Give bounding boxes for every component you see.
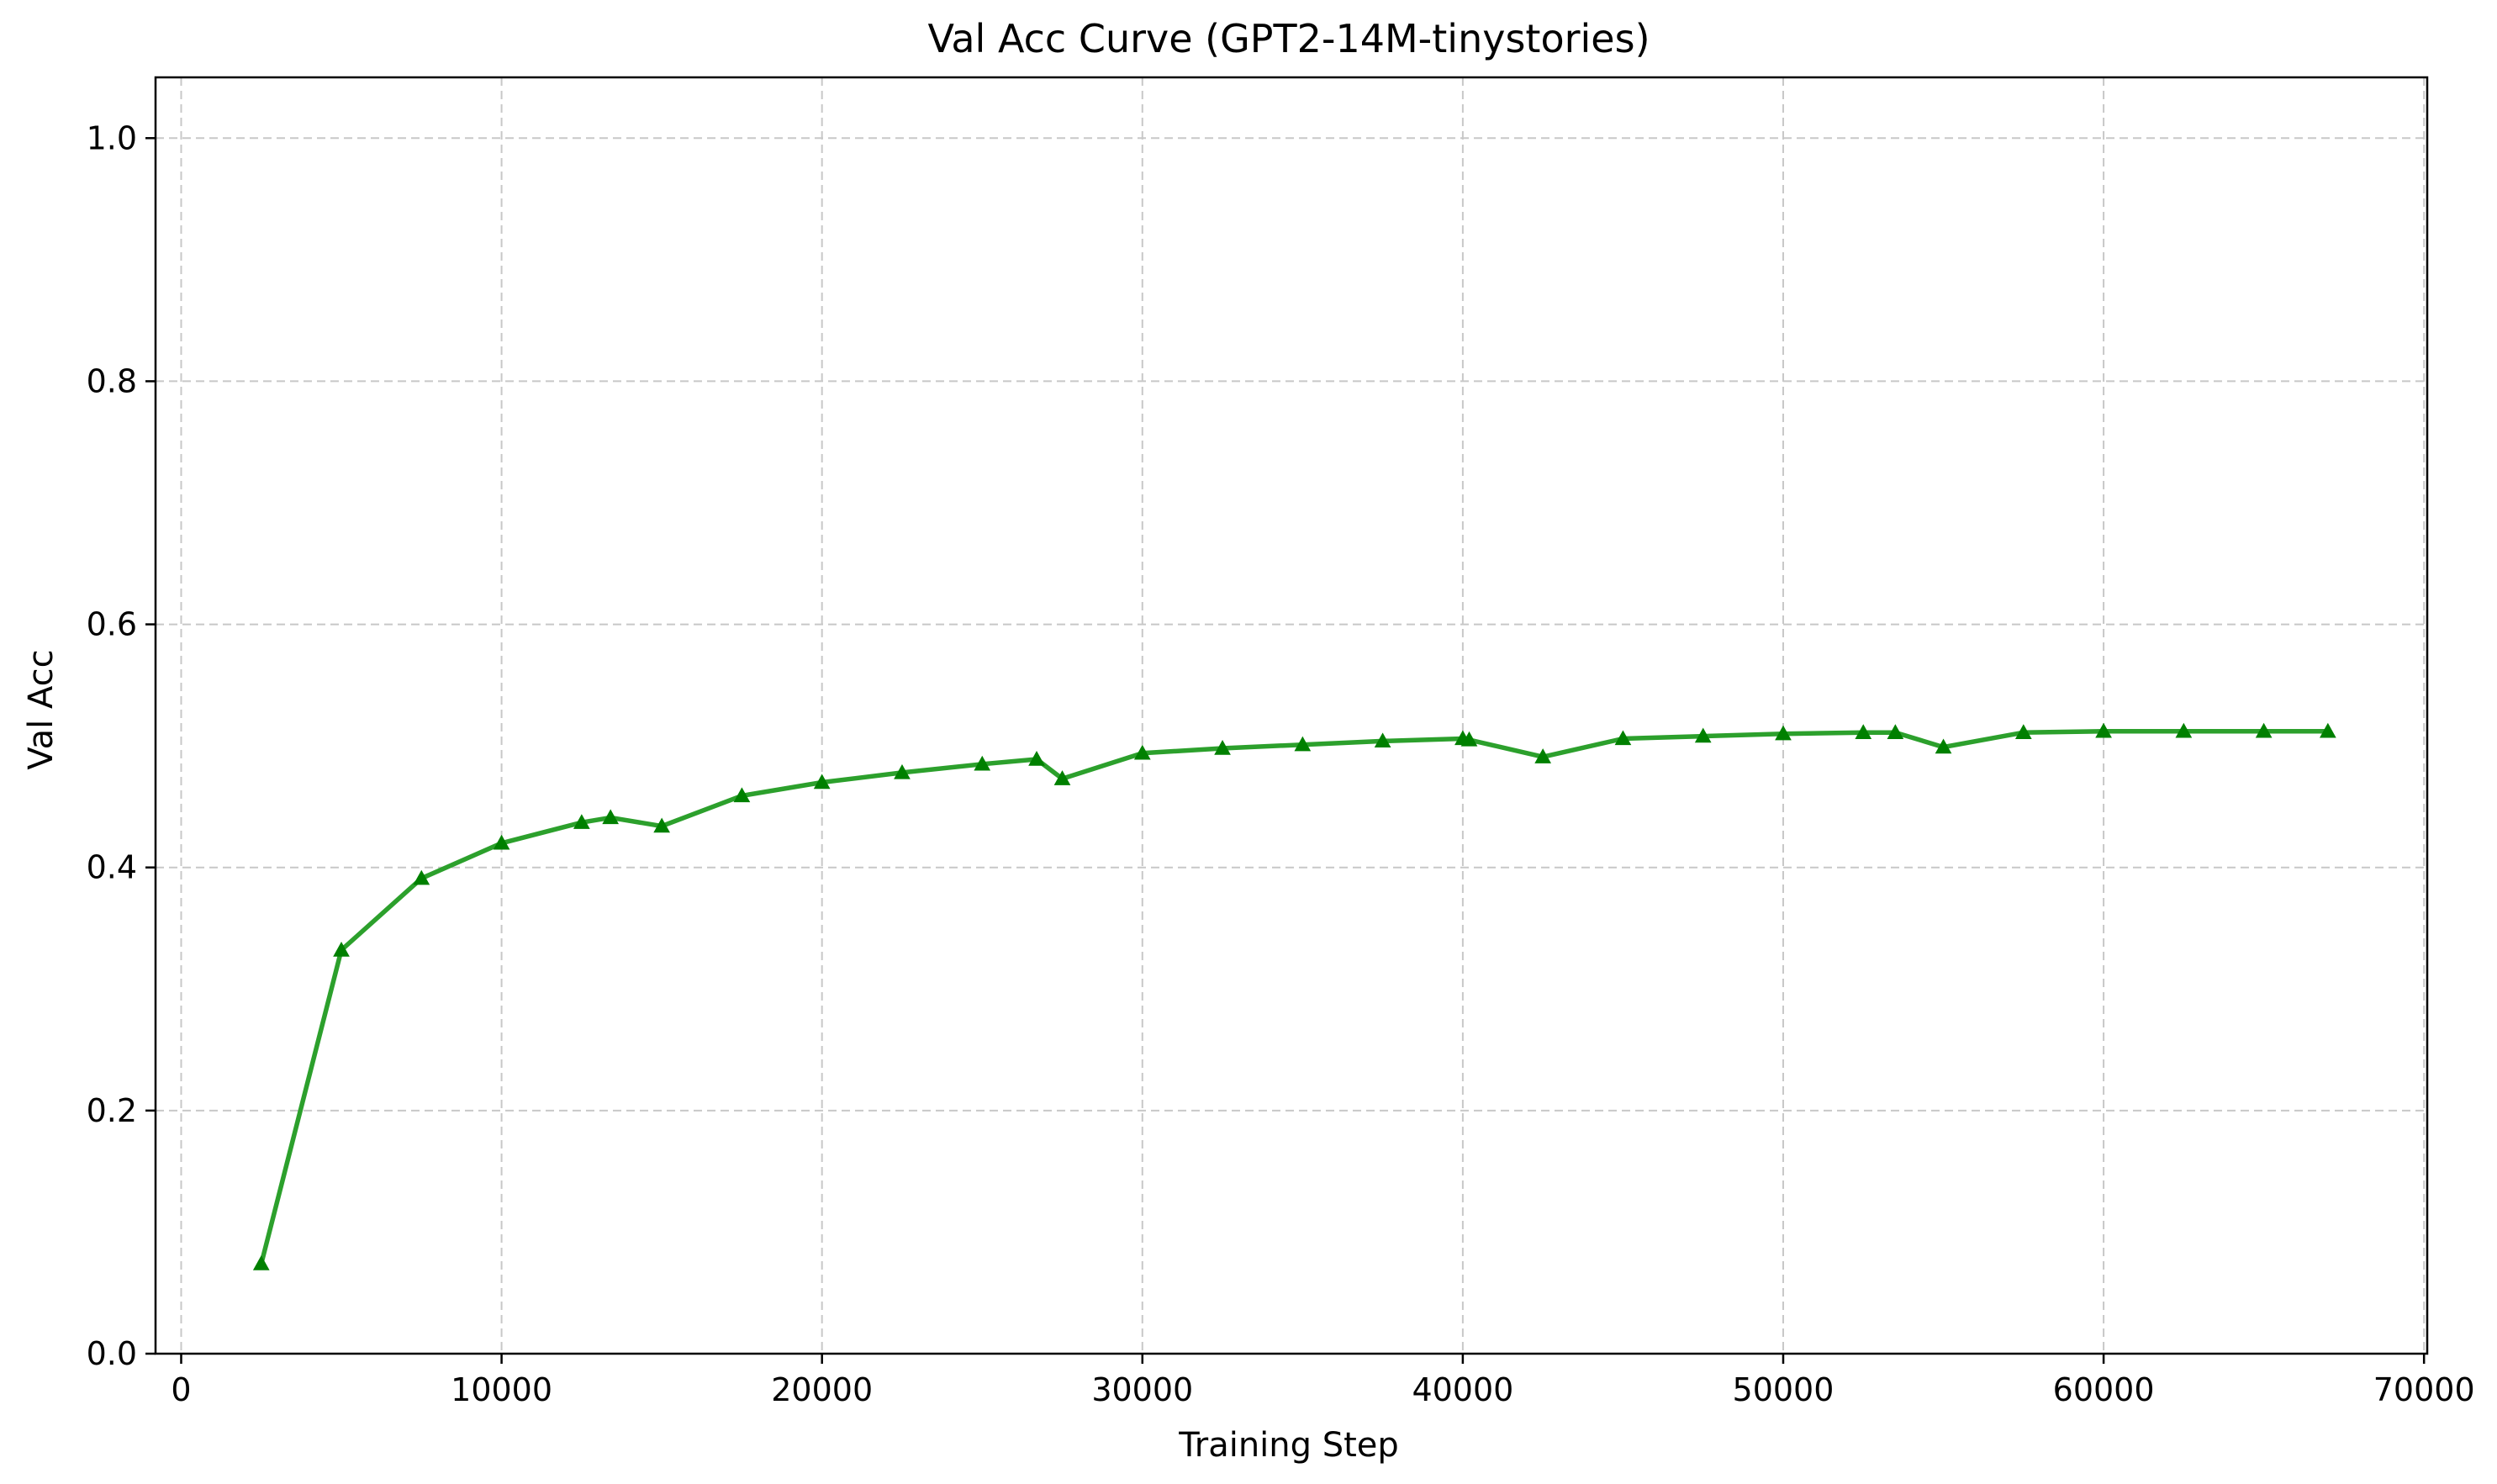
x-tick-label: 30000 [1091, 1371, 1193, 1408]
plot-frame [154, 76, 2429, 1355]
y-tick-label: 0.8 [87, 362, 137, 399]
chart-title: Val Acc Curve (GPT2-14M-tinystories) [927, 16, 1650, 61]
x-tick-label: 20000 [771, 1371, 873, 1408]
data-point-marker [2175, 722, 2193, 738]
data-point-marker [1614, 730, 1632, 746]
y-axis-ticks: 0.0 0.2 0.4 0.6 0.8 1.0 [87, 119, 156, 1372]
data-point-marker [1694, 727, 1712, 743]
data-point-marker [2095, 722, 2112, 738]
data-point-marker [1775, 725, 1792, 741]
data-point-marker [413, 869, 430, 885]
data-point-marker [813, 774, 831, 790]
x-tick-label: 70000 [2373, 1371, 2475, 1408]
x-axis-title: Training Step [1178, 1426, 1399, 1465]
y-tick-label: 1.0 [87, 119, 137, 156]
data-point-marker [493, 834, 510, 850]
data-point-marker [2320, 722, 2336, 738]
data-point-marker [602, 809, 620, 825]
y-tick-label: 0.0 [87, 1335, 137, 1372]
y-tick-label: 0.2 [87, 1092, 137, 1129]
y-axis-title: Val Acc [22, 649, 61, 769]
data-point-marker [1534, 748, 1552, 763]
data-point-marker [252, 1254, 270, 1270]
data-point-marker [733, 787, 751, 803]
y-tick-label: 0.4 [87, 849, 137, 886]
data-point-marker [1053, 770, 1071, 785]
data-point-marker [1028, 751, 1045, 766]
data-point-marker [2014, 724, 2032, 739]
data-point-marker [1214, 740, 1231, 755]
data-point-marker [333, 941, 350, 957]
y-tick-label: 0.6 [87, 606, 137, 643]
data-point-marker [1887, 724, 1904, 739]
data-point-marker [974, 755, 991, 771]
data-point-marker [1855, 724, 1872, 739]
x-tick-label: 50000 [1733, 1371, 1834, 1408]
data-point-marker [1133, 744, 1151, 760]
data-point-marker [1460, 731, 1478, 747]
x-axis-ticks: 0 10000 20000 30000 40000 50000 60000 70000 [171, 1354, 2475, 1408]
x-tick-label: 10000 [451, 1371, 552, 1408]
data-point-marker [573, 814, 590, 829]
data-point-marker [2255, 722, 2273, 738]
x-tick-label: 40000 [1412, 1371, 1513, 1408]
x-tick-label: 0 [171, 1371, 191, 1408]
x-tick-label: 60000 [2053, 1371, 2155, 1408]
data-point-marker [1935, 738, 1952, 754]
data-point-marker [1294, 736, 1312, 752]
data-point-marker [653, 817, 670, 833]
series-layer [252, 722, 2336, 1270]
data-point-marker [894, 763, 911, 779]
data-point-marker [1374, 732, 1391, 748]
